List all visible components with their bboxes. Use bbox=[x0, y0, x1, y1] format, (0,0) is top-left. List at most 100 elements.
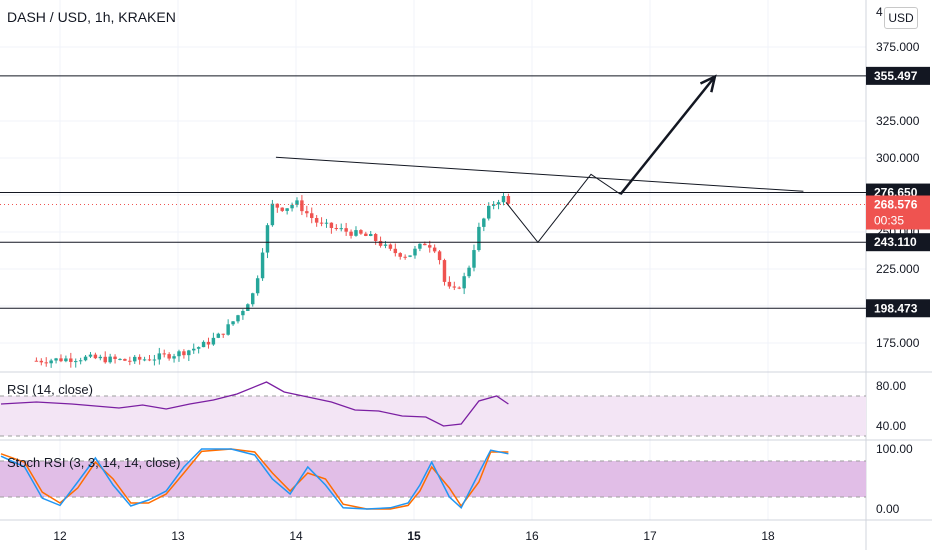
candle-body[interactable] bbox=[393, 248, 398, 254]
candle-body[interactable] bbox=[69, 358, 73, 362]
candle-body[interactable] bbox=[54, 358, 58, 361]
candle-body[interactable] bbox=[447, 281, 452, 287]
candle-body[interactable] bbox=[137, 356, 142, 360]
candle-body[interactable] bbox=[432, 247, 437, 252]
candle-body[interactable] bbox=[113, 356, 117, 360]
candle-body[interactable] bbox=[103, 356, 107, 363]
candle-body[interactable] bbox=[300, 200, 304, 212]
candle-body[interactable] bbox=[378, 240, 383, 246]
candle-body[interactable] bbox=[98, 356, 103, 359]
candle-body[interactable] bbox=[49, 360, 53, 364]
projection-path[interactable] bbox=[505, 173, 621, 244]
candle-body[interactable] bbox=[88, 354, 93, 357]
candle-body[interactable] bbox=[418, 243, 422, 249]
candle-body[interactable] bbox=[211, 337, 216, 345]
candle-body[interactable] bbox=[428, 245, 432, 248]
candle-body[interactable] bbox=[74, 361, 78, 363]
candle-body[interactable] bbox=[305, 211, 309, 214]
candle-body[interactable] bbox=[491, 204, 496, 206]
candle-body[interactable] bbox=[44, 362, 48, 364]
candle-body[interactable] bbox=[59, 358, 63, 362]
rsi-pane[interactable] bbox=[0, 381, 866, 437]
stoch-rsi-title[interactable]: Stoch RSI (3, 3, 14, 14, close) bbox=[7, 455, 181, 470]
trend-line[interactable] bbox=[275, 156, 804, 192]
candle-body[interactable] bbox=[369, 234, 373, 236]
candle-body[interactable] bbox=[501, 196, 506, 203]
rsi-title[interactable]: RSI (14, close) bbox=[7, 382, 93, 397]
level-price-box[interactable] bbox=[866, 299, 930, 318]
candle-body[interactable] bbox=[408, 255, 412, 257]
candle-body[interactable] bbox=[413, 248, 417, 256]
candle-body[interactable] bbox=[128, 360, 132, 362]
candle-body[interactable] bbox=[457, 287, 461, 289]
candle-body[interactable] bbox=[388, 244, 393, 249]
candle-body[interactable] bbox=[231, 321, 235, 325]
candle-body[interactable] bbox=[364, 233, 368, 236]
candle-body[interactable] bbox=[226, 324, 230, 335]
candle-body[interactable] bbox=[192, 348, 196, 351]
candle-body[interactable] bbox=[344, 228, 348, 232]
candle-body[interactable] bbox=[314, 218, 319, 223]
candle-body[interactable] bbox=[295, 200, 299, 205]
candle-body[interactable] bbox=[265, 225, 270, 253]
candle-body[interactable] bbox=[246, 304, 250, 311]
candle-body[interactable] bbox=[241, 310, 245, 316]
candle-body[interactable] bbox=[285, 208, 289, 211]
candle-body[interactable] bbox=[133, 356, 137, 362]
candle-body[interactable] bbox=[437, 251, 442, 261]
stoch-pane[interactable] bbox=[0, 448, 866, 510]
candle-body[interactable] bbox=[349, 231, 353, 236]
candle-body[interactable] bbox=[467, 267, 471, 277]
candle-body[interactable] bbox=[196, 347, 201, 349]
candle-body[interactable] bbox=[270, 203, 275, 226]
candle-body[interactable] bbox=[403, 256, 407, 258]
candle-body[interactable] bbox=[201, 341, 206, 348]
candle-body[interactable] bbox=[187, 350, 191, 356]
candle-body[interactable] bbox=[182, 351, 186, 356]
level-price-box[interactable] bbox=[866, 233, 930, 252]
candle-body[interactable] bbox=[275, 203, 280, 208]
candle-body[interactable] bbox=[442, 260, 447, 282]
current-price-box[interactable] bbox=[866, 195, 930, 230]
candle-body[interactable] bbox=[172, 356, 176, 359]
candle-body[interactable] bbox=[383, 244, 388, 246]
candle-body[interactable] bbox=[462, 276, 466, 289]
projection-arrow[interactable] bbox=[619, 75, 716, 196]
candle-body[interactable] bbox=[398, 253, 402, 257]
candle-body[interactable] bbox=[123, 358, 127, 361]
candle-body[interactable] bbox=[64, 358, 68, 362]
candle-body[interactable] bbox=[251, 293, 255, 305]
candle-body[interactable] bbox=[423, 243, 427, 246]
currency-button[interactable]: USD bbox=[884, 7, 918, 29]
candle-body[interactable] bbox=[472, 250, 476, 268]
candle-body[interactable] bbox=[324, 222, 329, 224]
rsi-line[interactable] bbox=[0, 381, 509, 427]
level-price-box[interactable] bbox=[866, 66, 930, 85]
candle-body[interactable] bbox=[354, 230, 358, 236]
candle-body[interactable] bbox=[216, 333, 221, 338]
candle-body[interactable] bbox=[206, 341, 211, 345]
candle-body[interactable] bbox=[290, 204, 294, 209]
candle-body[interactable] bbox=[339, 228, 343, 230]
candle-body[interactable] bbox=[39, 360, 44, 363]
candle-body[interactable] bbox=[487, 205, 491, 219]
candle-body[interactable] bbox=[177, 351, 181, 357]
candle-body[interactable] bbox=[167, 354, 171, 359]
candle-body[interactable] bbox=[255, 278, 260, 294]
candle-body[interactable] bbox=[147, 359, 152, 361]
candle-body[interactable] bbox=[142, 359, 147, 361]
stoch-k-line[interactable] bbox=[0, 448, 509, 510]
candle-body[interactable] bbox=[236, 315, 240, 322]
candle-body[interactable] bbox=[319, 222, 324, 224]
candle-body[interactable] bbox=[329, 222, 334, 229]
candle-body[interactable] bbox=[280, 207, 284, 211]
candle-body[interactable] bbox=[373, 234, 378, 241]
candle-body[interactable] bbox=[359, 230, 363, 234]
drawings[interactable] bbox=[0, 74, 866, 309]
candle-body[interactable] bbox=[162, 353, 166, 355]
candle-body[interactable] bbox=[157, 353, 162, 360]
candle-body[interactable] bbox=[78, 360, 83, 362]
candle-body[interactable] bbox=[482, 218, 486, 227]
candle-body[interactable] bbox=[221, 333, 225, 335]
